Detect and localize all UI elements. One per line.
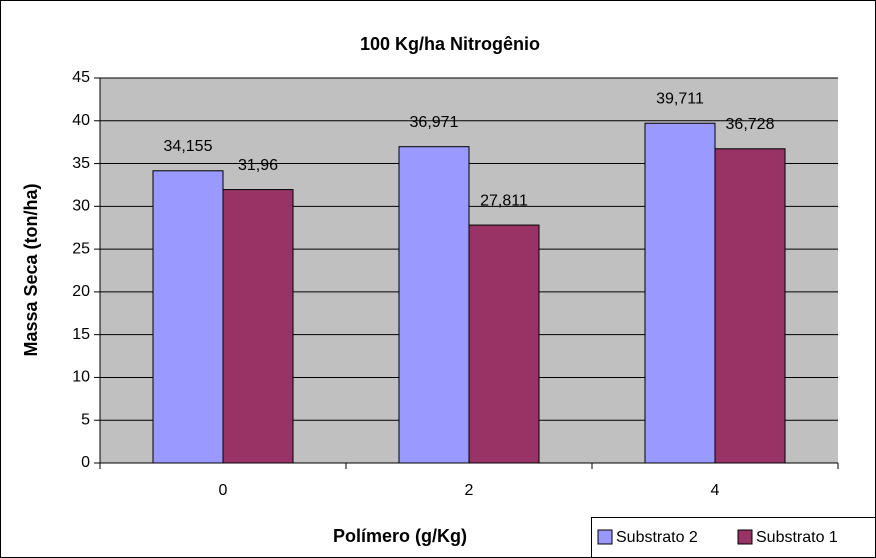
y-tick-label: 15: [72, 326, 90, 343]
value-label: 39,711: [656, 90, 704, 107]
value-label: 31,96: [238, 157, 278, 174]
y-tick-label: 45: [72, 69, 90, 86]
legend-swatch: [597, 529, 613, 545]
legend-label: Substrato 2: [616, 529, 698, 546]
y-tick-label: 35: [72, 155, 90, 172]
bar: [714, 148, 786, 464]
value-label: 27,811: [480, 192, 528, 209]
legend-label: Substrato 1: [756, 529, 838, 546]
value-label: 34,155: [164, 138, 213, 155]
chart-title: 100 Kg/ha Nitrogênio: [360, 34, 540, 54]
y-tick-label: 0: [81, 454, 90, 471]
y-tick-label: 40: [72, 112, 90, 129]
legend-swatch: [737, 529, 753, 545]
bar: [152, 170, 224, 464]
y-tick-label: 25: [72, 240, 90, 257]
y-tick-label: 20: [72, 283, 90, 300]
value-label: 36,971: [410, 114, 459, 131]
bar: [644, 122, 716, 464]
legend-box: [591, 517, 876, 558]
bar: [398, 146, 470, 464]
value-label: 36,728: [726, 116, 775, 133]
bar: [222, 189, 294, 464]
y-tick-label: 30: [72, 198, 90, 215]
x-tick-label: 0: [219, 482, 228, 499]
y-tick-label: 10: [72, 369, 90, 386]
x-tick-label: 4: [711, 482, 720, 499]
bar: [468, 224, 540, 464]
x-axis-label: Polímero (g/Kg): [333, 526, 467, 546]
y-tick-label: 5: [81, 411, 90, 428]
y-axis-label: Massa Seca (ton/ha): [21, 183, 41, 356]
x-tick-label: 2: [465, 482, 474, 499]
